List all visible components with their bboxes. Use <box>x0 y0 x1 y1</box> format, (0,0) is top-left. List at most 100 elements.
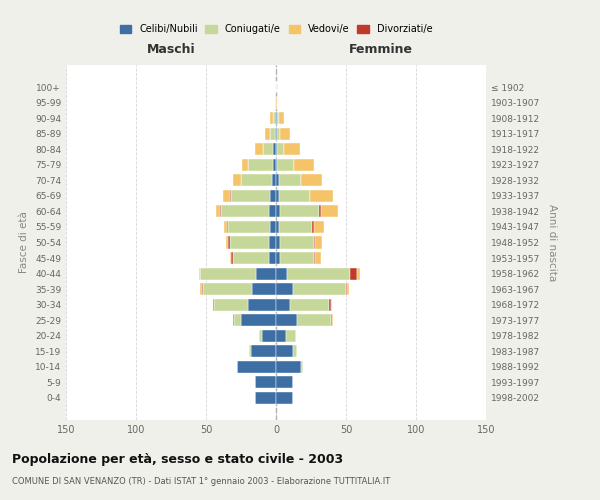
Bar <box>297 314 331 326</box>
Bar <box>237 360 276 373</box>
Bar <box>221 206 269 218</box>
Bar <box>251 345 276 358</box>
Bar <box>230 252 231 264</box>
Bar <box>276 392 293 404</box>
Y-axis label: Anni di nascita: Anni di nascita <box>547 204 557 281</box>
Bar <box>271 112 273 124</box>
Bar <box>286 330 296 342</box>
Bar <box>262 330 276 342</box>
Bar <box>272 174 276 186</box>
Bar <box>265 128 271 140</box>
Bar <box>256 268 276 280</box>
Bar <box>248 159 273 171</box>
Legend: Celibi/Nubili, Coniugati/e, Vedovi/e, Divorziati/e: Celibi/Nubili, Coniugati/e, Vedovi/e, Di… <box>116 20 436 38</box>
Bar <box>229 221 271 233</box>
Bar <box>276 96 277 109</box>
Bar <box>213 298 214 310</box>
Bar <box>319 206 321 218</box>
Text: Popolazione per età, sesso e stato civile - 2003: Popolazione per età, sesso e stato civil… <box>12 452 343 466</box>
Bar <box>314 221 323 233</box>
Bar <box>314 236 315 248</box>
Bar <box>276 345 293 358</box>
Bar <box>331 298 332 310</box>
Bar <box>290 298 329 310</box>
Bar <box>203 283 252 295</box>
Bar <box>275 96 276 109</box>
Bar <box>347 283 349 295</box>
Bar <box>242 159 248 171</box>
Bar <box>227 221 229 233</box>
Bar <box>241 314 276 326</box>
Bar <box>276 236 280 248</box>
Bar <box>226 236 229 248</box>
Bar <box>271 128 275 140</box>
Bar <box>294 159 314 171</box>
Bar <box>248 298 276 310</box>
Bar <box>357 268 360 280</box>
Bar <box>310 190 334 202</box>
Bar <box>332 314 334 326</box>
Bar <box>280 236 314 248</box>
Bar <box>301 360 302 373</box>
Bar <box>346 283 347 295</box>
Bar <box>276 283 293 295</box>
Bar <box>280 252 314 264</box>
Bar <box>276 174 279 186</box>
Bar <box>276 330 286 342</box>
Bar <box>276 221 279 233</box>
Bar <box>263 144 273 156</box>
Bar <box>273 144 276 156</box>
Bar <box>331 314 332 326</box>
Bar <box>255 144 263 156</box>
Bar <box>230 190 231 202</box>
Bar <box>252 283 276 295</box>
Bar <box>200 283 202 295</box>
Bar <box>231 252 233 264</box>
Bar <box>259 330 262 342</box>
Bar <box>276 360 301 373</box>
Bar <box>280 128 290 140</box>
Bar <box>276 112 277 124</box>
Bar <box>202 283 203 295</box>
Bar <box>250 345 251 358</box>
Bar <box>277 128 280 140</box>
Bar <box>276 144 277 156</box>
Bar <box>276 298 290 310</box>
Bar <box>224 221 227 233</box>
Bar <box>321 206 338 218</box>
Bar <box>241 174 272 186</box>
Bar <box>273 159 276 171</box>
Bar <box>220 206 221 218</box>
Bar <box>255 392 276 404</box>
Bar <box>200 268 256 280</box>
Bar <box>199 268 200 280</box>
Bar <box>223 190 230 202</box>
Bar <box>350 268 357 280</box>
Bar <box>231 190 271 202</box>
Bar <box>293 283 346 295</box>
Bar <box>229 236 230 248</box>
Bar <box>269 236 276 248</box>
Bar <box>277 112 279 124</box>
Bar <box>287 268 350 280</box>
Bar <box>276 252 280 264</box>
Bar <box>275 128 276 140</box>
Bar <box>277 159 294 171</box>
Bar <box>284 144 300 156</box>
Bar <box>273 112 275 124</box>
Bar <box>280 206 319 218</box>
Bar <box>276 190 279 202</box>
Bar <box>276 376 293 388</box>
Bar <box>279 174 301 186</box>
Bar <box>271 190 276 202</box>
Bar <box>276 268 287 280</box>
Text: Femmine: Femmine <box>349 43 413 56</box>
Bar <box>271 221 276 233</box>
Bar <box>276 206 280 218</box>
Bar <box>279 112 284 124</box>
Bar <box>214 298 248 310</box>
Bar <box>269 206 276 218</box>
Bar <box>315 236 322 248</box>
Bar <box>313 221 314 233</box>
Bar <box>216 206 220 218</box>
